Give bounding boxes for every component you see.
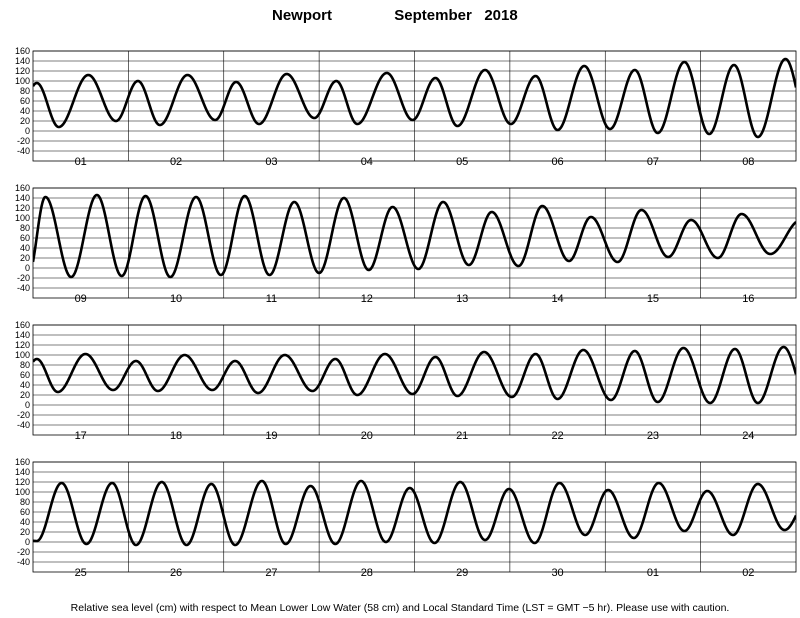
y-tick-label: 0: [25, 537, 30, 547]
panel-frame: [32, 50, 797, 162]
tide-curve-panel-1: [33, 57, 796, 139]
y-tick-label: 0: [25, 263, 30, 273]
y-tick-label: -40: [17, 557, 30, 567]
day-label: 27: [265, 567, 277, 579]
y-tick-label: -20: [17, 273, 30, 283]
chart-caption: Relative sea level (cm) with respect to …: [71, 602, 730, 614]
panel-frame: [32, 324, 797, 436]
y-tick-label: 140: [15, 56, 30, 66]
day-label: 11: [266, 293, 277, 305]
y-tick-label: 100: [15, 76, 30, 86]
day-label: 01: [75, 156, 87, 168]
day-label: 07: [647, 156, 659, 168]
y-tick-label: -40: [17, 146, 30, 156]
y-tick-label: 100: [15, 487, 30, 497]
y-tick-label: 80: [20, 360, 30, 370]
day-label: 19: [265, 430, 277, 442]
day-label: 22: [551, 430, 563, 442]
y-tick-label: 140: [15, 193, 30, 203]
day-label: 08: [742, 156, 754, 168]
day-label: 12: [361, 293, 373, 305]
y-tick-label: 60: [20, 96, 30, 106]
tide-curve-panel-3: [33, 345, 796, 405]
day-label: 04: [361, 156, 373, 168]
day-label: 23: [647, 430, 659, 442]
y-tick-label: 80: [20, 497, 30, 507]
y-tick-label: 20: [20, 390, 30, 400]
day-label: 15: [647, 293, 659, 305]
y-tick-label: 20: [20, 527, 30, 537]
y-tick-label: 20: [20, 253, 30, 263]
day-label: 03: [265, 156, 277, 168]
chart-station-title: Newport: [272, 7, 332, 24]
y-tick-label: 80: [20, 223, 30, 233]
y-tick-label: 40: [20, 243, 30, 253]
y-tick-label: 120: [15, 340, 30, 350]
y-tick-label: 80: [20, 86, 30, 96]
y-tick-label: 60: [20, 233, 30, 243]
y-tick-label: 60: [20, 507, 30, 517]
day-label: 10: [170, 293, 182, 305]
day-label: 02: [742, 567, 754, 579]
y-tick-label: 60: [20, 370, 30, 380]
y-tick-label: 160: [15, 46, 30, 56]
day-label: 01: [647, 567, 659, 579]
day-label: 20: [361, 430, 373, 442]
y-tick-label: 140: [15, 467, 30, 477]
y-tick-label: 0: [25, 126, 30, 136]
y-tick-label: 100: [15, 350, 30, 360]
y-tick-label: 160: [15, 183, 30, 193]
day-label: 17: [75, 430, 87, 442]
y-tick-label: 40: [20, 106, 30, 116]
y-tick-label: -40: [17, 283, 30, 293]
y-tick-label: 120: [15, 203, 30, 213]
y-tick-label: 140: [15, 330, 30, 340]
day-label: 05: [456, 156, 468, 168]
y-tick-label: 40: [20, 380, 30, 390]
y-tick-label: -20: [17, 136, 30, 146]
y-tick-label: 20: [20, 116, 30, 126]
y-tick-label: -40: [17, 420, 30, 430]
day-label: 24: [742, 430, 754, 442]
y-tick-label: 40: [20, 517, 30, 527]
tide-curve-panel-2: [33, 193, 796, 279]
y-tick-label: -20: [17, 410, 30, 420]
y-tick-label: 100: [15, 213, 30, 223]
day-label: 09: [75, 293, 87, 305]
y-tick-label: 160: [15, 457, 30, 467]
y-tick-label: 0: [25, 400, 30, 410]
tide-curve-panel-4: [33, 479, 796, 547]
day-label: 26: [170, 567, 182, 579]
y-tick-label: 120: [15, 66, 30, 76]
day-label: 28: [361, 567, 373, 579]
day-label: 16: [742, 293, 754, 305]
day-label: 14: [551, 293, 563, 305]
chart-month-title: September 2018: [394, 7, 517, 24]
day-label: 02: [170, 156, 182, 168]
panel-frame: [32, 187, 797, 299]
day-label: 30: [551, 567, 563, 579]
day-label: 21: [456, 430, 468, 442]
day-label: 29: [456, 567, 468, 579]
day-label: 13: [456, 293, 468, 305]
y-tick-label: 160: [15, 320, 30, 330]
day-label: 25: [75, 567, 87, 579]
day-label: 18: [170, 430, 182, 442]
y-tick-label: -20: [17, 547, 30, 557]
day-label: 06: [551, 156, 563, 168]
y-tick-label: 120: [15, 477, 30, 487]
